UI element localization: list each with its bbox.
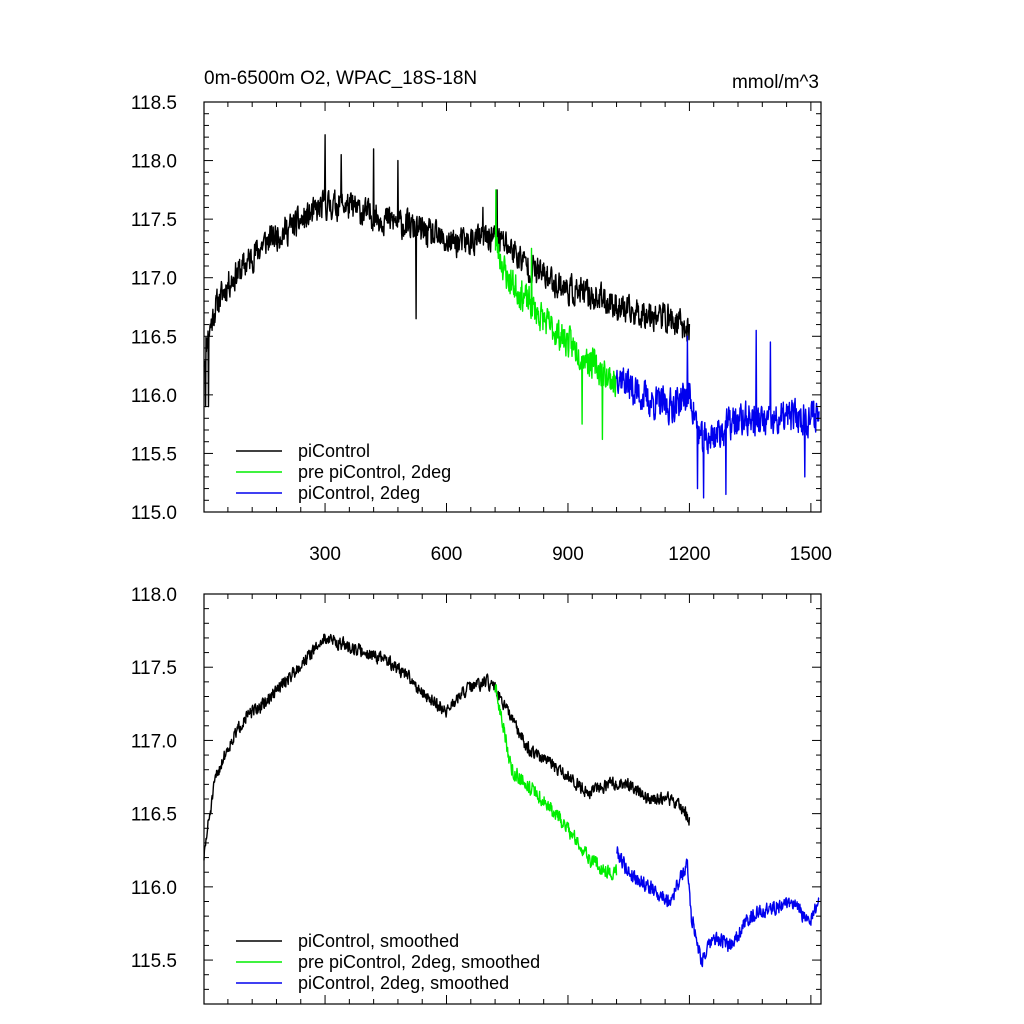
y-tick-label: 117.5: [131, 658, 177, 679]
series-line-2: [494, 189, 618, 441]
y-tick-label: 115.0: [131, 503, 177, 524]
y-tick-label: 118.5: [131, 93, 177, 114]
legend-label: piControl, 2deg, smoothed: [298, 973, 509, 993]
series-line-2: [494, 684, 618, 881]
y-tick-label: 115.5: [131, 951, 177, 972]
y-tick-label: 117.0: [131, 269, 177, 290]
y-tick-label: 116.0: [131, 878, 177, 899]
series-line-3: [615, 846, 820, 968]
legend-label: piControl, 2deg: [298, 483, 420, 503]
legend-label: pre piControl, 2deg: [298, 462, 451, 482]
y-tick-label: 116.0: [131, 386, 177, 407]
figure-title: 0m-6500m O2, WPAC_18S-18N: [204, 68, 477, 89]
y-tick-label: 118.0: [131, 152, 177, 173]
series-line-3: [615, 329, 820, 499]
x-tick-label: 300: [309, 544, 341, 565]
x-tick-label: 600: [431, 544, 463, 565]
x-tick-label: 1200: [668, 544, 710, 565]
x-tick-label: 900: [552, 544, 584, 565]
series-line-1: [203, 134, 691, 408]
y-tick-label: 117.0: [131, 731, 177, 752]
series-line-1: [203, 633, 691, 861]
bottom-panel: 115.5 116.0 116.5 117.0 117.5 118.0 piControl,…: [131, 585, 822, 1005]
y-tick-label: 118.0: [131, 585, 177, 606]
units-label: mmol/m^3: [732, 72, 819, 93]
x-tick-label: 1500: [790, 544, 832, 565]
y-tick-label: 115.5: [131, 444, 177, 465]
top-panel: 115.0 115.5 116.0 116.5 117.0 117.5 118.0 118.5…: [131, 93, 832, 565]
y-tick-label: 117.5: [131, 210, 177, 231]
y-tick-label: 116.5: [131, 327, 177, 348]
legend-label: piControl: [298, 441, 370, 461]
y-tick-label: 116.5: [131, 805, 177, 826]
plot-frame: [203, 101, 822, 513]
legend-label: pre piControl, 2deg, smoothed: [298, 952, 540, 972]
legend-label: piControl, smoothed: [298, 931, 459, 951]
